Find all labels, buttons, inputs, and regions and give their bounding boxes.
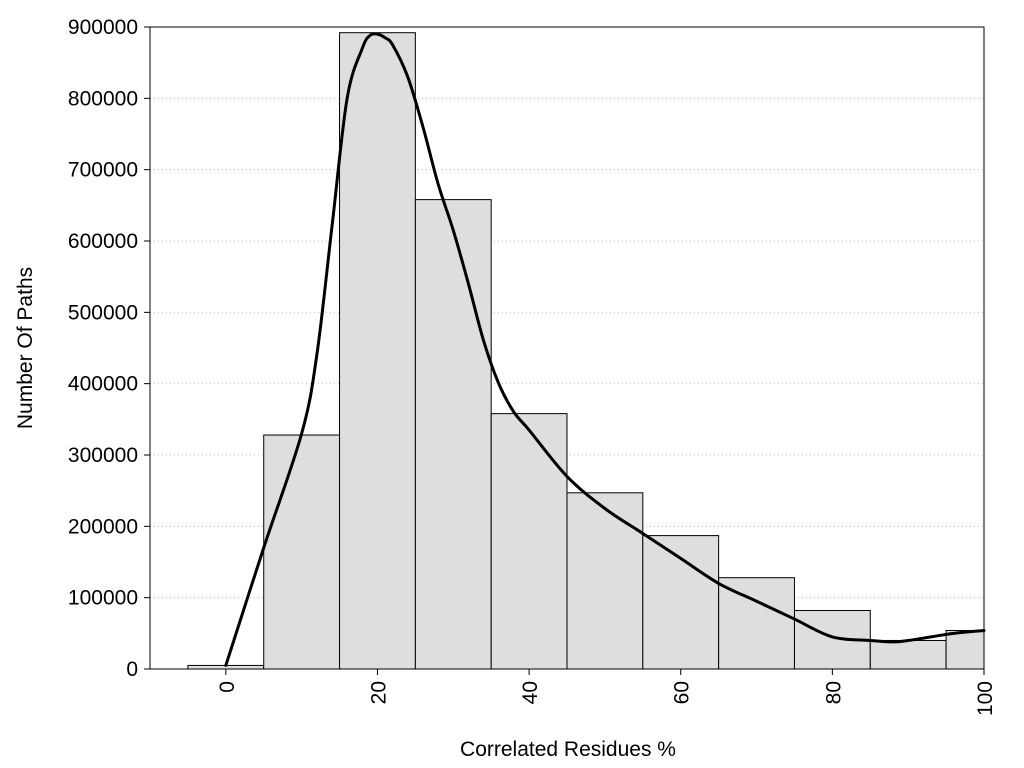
histogram-bar	[718, 577, 795, 670]
density-curve	[224, 32, 986, 667]
y-tick-label: 300000	[68, 444, 138, 467]
y-tick-label: 800000	[68, 87, 138, 110]
y-tick-label: 500000	[68, 301, 138, 324]
x-tick-label: 60	[671, 681, 694, 704]
y-axis-title: Number Of Paths	[14, 267, 37, 429]
histogram-bar	[642, 535, 720, 670]
histogram-bar	[414, 199, 492, 670]
y-axis-ticks: 0 100000 200000 300000 400000 500000 600000 700…	[68, 16, 150, 681]
y-tick-label: 0	[126, 658, 138, 681]
histogram-bar	[566, 492, 644, 670]
y-tick-label: 400000	[68, 373, 138, 396]
histogram-bars	[187, 32, 985, 670]
y-tick-label: 900000	[68, 16, 138, 39]
histogram-bar	[869, 639, 947, 670]
y-tick-label: 600000	[68, 230, 138, 253]
x-tick-label: 0	[216, 681, 239, 693]
plot-frame	[149, 26, 985, 670]
y-tick-label: 100000	[68, 587, 138, 610]
x-axis-ticks: 0 20 40 60 80 100	[216, 669, 997, 716]
y-tick-label: 700000	[68, 159, 138, 182]
histogram-bar	[490, 413, 568, 670]
histogram-bar	[945, 629, 985, 670]
x-tick-label: 40	[519, 681, 542, 704]
x-tick-label: 80	[822, 681, 845, 704]
x-tick-label: 100	[974, 681, 997, 716]
histogram-bar	[263, 434, 341, 670]
histogram-bar	[339, 32, 416, 670]
density-curve-layer	[224, 32, 986, 667]
y-tick-label: 200000	[68, 515, 138, 538]
x-tick-label: 20	[367, 681, 390, 704]
x-axis-title: Correlated Residues %	[460, 738, 676, 761]
